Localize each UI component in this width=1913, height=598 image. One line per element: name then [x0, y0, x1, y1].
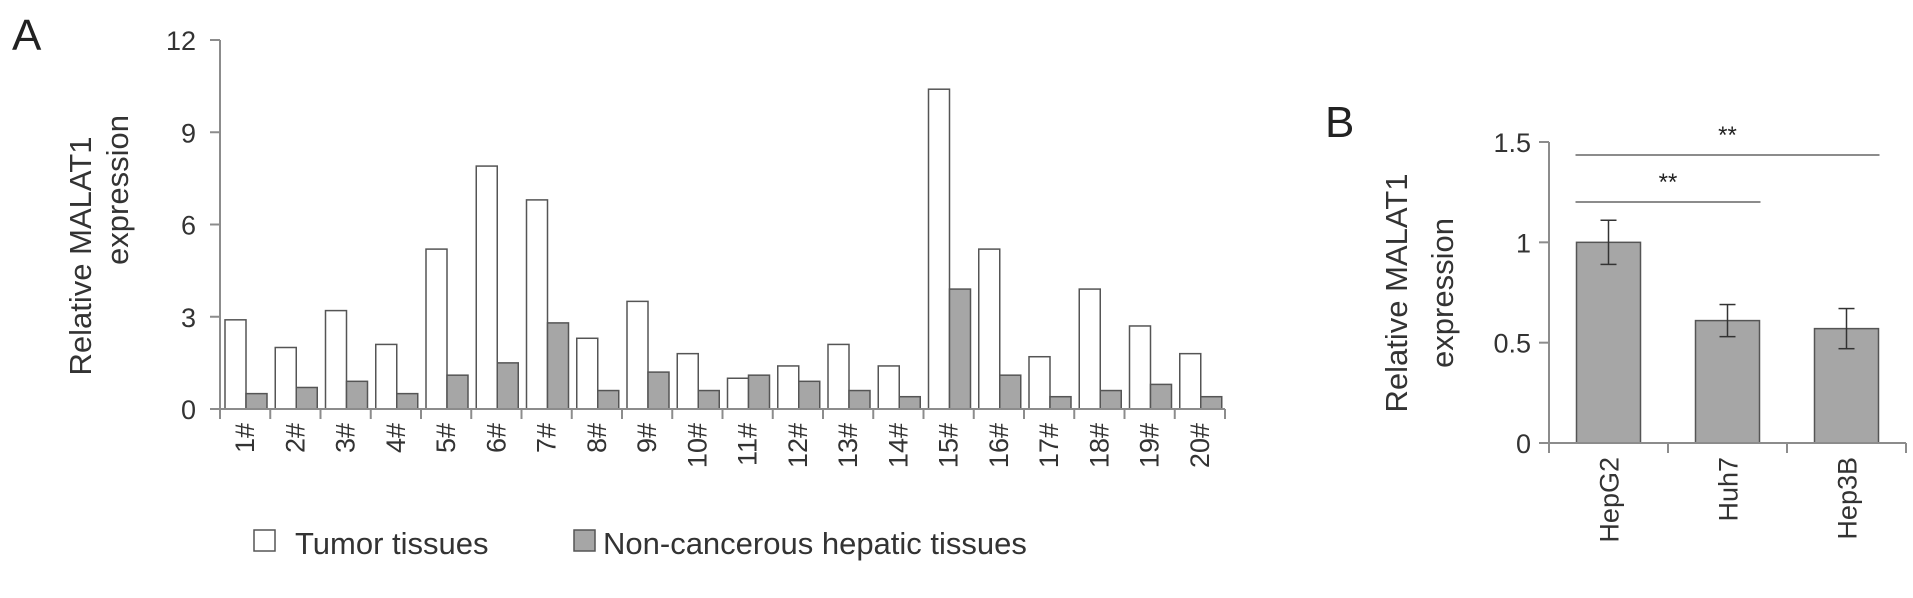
bar-normal-20 [1200, 395, 1223, 410]
chart-a-xtick-label: 12# [783, 423, 813, 468]
chart-a-xtick-label: 4# [381, 423, 411, 453]
chart-a-xtick-label: 16# [984, 423, 1014, 468]
bar-tumor-16 [978, 248, 1001, 410]
bar-normal-9 [647, 371, 670, 410]
bar-tumor-1 [224, 319, 247, 410]
chart-a-xtick-label: 19# [1135, 423, 1165, 468]
significance-label: ** [1718, 122, 1737, 149]
panel-a-label: A [12, 11, 42, 60]
bar-normal-10 [697, 389, 720, 410]
bar-normal-8 [597, 389, 620, 410]
bar-normal-3 [345, 380, 369, 410]
panel-b-label: B [1325, 98, 1354, 147]
chart-a-ytick-label: 6 [181, 211, 196, 241]
chart-a-xtick-label: 11# [733, 423, 763, 466]
bar-tumor-20 [1179, 352, 1202, 410]
chart-a-ytick-label: 3 [181, 303, 196, 333]
legend-label-tumor: Tumor tissues [295, 526, 489, 561]
bar-tumor-11 [726, 377, 750, 410]
chart-b-ytick-label: 0 [1516, 429, 1531, 459]
bar-tumor-4 [375, 343, 398, 410]
significance-label: ** [1659, 169, 1678, 196]
chart-b: Relative MALAT1 expression 0 0.5 1 1.5 HepG… [1379, 122, 1907, 543]
bar-tumor-12 [777, 365, 800, 410]
chart-a-ytick-label: 0 [181, 395, 196, 425]
bar-normal-5 [446, 374, 469, 410]
bar-normal-11 [747, 374, 771, 410]
bar-normal-1 [245, 392, 268, 410]
chart-a-xtick-label: 20# [1185, 423, 1215, 468]
bar-normal-18 [1099, 389, 1122, 410]
chart-a-xtick-label: 13# [833, 423, 863, 468]
bar-normal-15 [948, 288, 972, 410]
bar-tumor-13 [827, 343, 850, 410]
chart-a-xtick-label: 5# [431, 423, 461, 453]
chart-a-xtick-label: 8# [582, 423, 612, 453]
chart-a-xtick-label: 14# [883, 423, 913, 468]
chart-a-legend: Tumor tissues Non-cancerous hepatic tiss… [253, 526, 1027, 561]
bar-normal-13 [848, 389, 871, 410]
chart-a: Relative MALAT1 expression 0 3 6 9 12 1# 2# 3#… [63, 26, 1226, 561]
bar-tumor-7 [525, 199, 549, 410]
bar-normal-7 [546, 322, 570, 410]
chart-a-xtick-label: 17# [1034, 423, 1064, 468]
bar-tumor-18 [1078, 288, 1101, 410]
chart-a-xtick-label: 15# [934, 423, 964, 468]
bar-normal-12 [798, 380, 821, 410]
chart-a-xtick-label: 18# [1084, 423, 1114, 468]
bar-tumor-17 [1028, 355, 1051, 410]
bar-huh7 [1694, 319, 1761, 444]
chart-b-xtick-label: HepG2 [1595, 457, 1625, 543]
bar-tumor-14 [877, 365, 900, 410]
legend-swatch-tumor [253, 529, 276, 552]
bar-normal-4 [396, 392, 419, 410]
chart-a-xtick-label: 6# [481, 423, 511, 453]
chart-b-ytick-label: 0.5 [1493, 329, 1531, 359]
bar-tumor-3 [324, 309, 348, 410]
bar-tumor-10 [676, 352, 699, 410]
chart-a-xtick-label: 1# [230, 423, 260, 453]
bar-tumor-5 [425, 248, 448, 410]
chart-a-xtick-label: 3# [331, 423, 361, 453]
bar-normal-16 [999, 374, 1022, 410]
chart-b-ylabel-line2: expression [1425, 218, 1460, 368]
bar-hepg2 [1575, 241, 1642, 444]
chart-a-xtick-label: 10# [682, 423, 712, 468]
chart-a-ylabel-line2: expression [100, 115, 135, 265]
bar-tumor-6 [475, 165, 498, 410]
chart-a-ylabel-line1: Relative MALAT1 [63, 137, 98, 376]
bar-normal-17 [1049, 395, 1072, 410]
bar-tumor-9 [626, 300, 649, 410]
chart-a-xtick-label: 9# [632, 423, 662, 453]
bar-normal-19 [1149, 383, 1173, 410]
bar-normal-6 [496, 362, 519, 410]
legend-swatch-normal [573, 529, 596, 552]
bar-tumor-2 [274, 346, 297, 410]
chart-b-ytick-label: 1.5 [1493, 128, 1531, 158]
chart-a-ytick-label: 12 [166, 26, 196, 56]
chart-b-ylabel-line1: Relative MALAT1 [1379, 174, 1414, 413]
chart-a-xtick-label: 2# [280, 423, 310, 453]
bar-normal-2 [295, 386, 318, 410]
bar-normal-14 [898, 395, 921, 410]
legend-label-normal: Non-cancerous hepatic tissues [603, 526, 1027, 561]
chart-a-xtick-label: 7# [532, 423, 562, 453]
bar-tumor-19 [1128, 325, 1152, 410]
chart-b-xtick-label: Hep3B [1833, 457, 1863, 540]
chart-b-ytick-label: 1 [1516, 228, 1531, 258]
chart-a-ytick-label: 9 [181, 118, 196, 148]
bar-tumor-8 [576, 337, 599, 410]
bar-tumor-15 [927, 88, 951, 410]
chart-b-xtick-label: Huh7 [1714, 457, 1744, 522]
